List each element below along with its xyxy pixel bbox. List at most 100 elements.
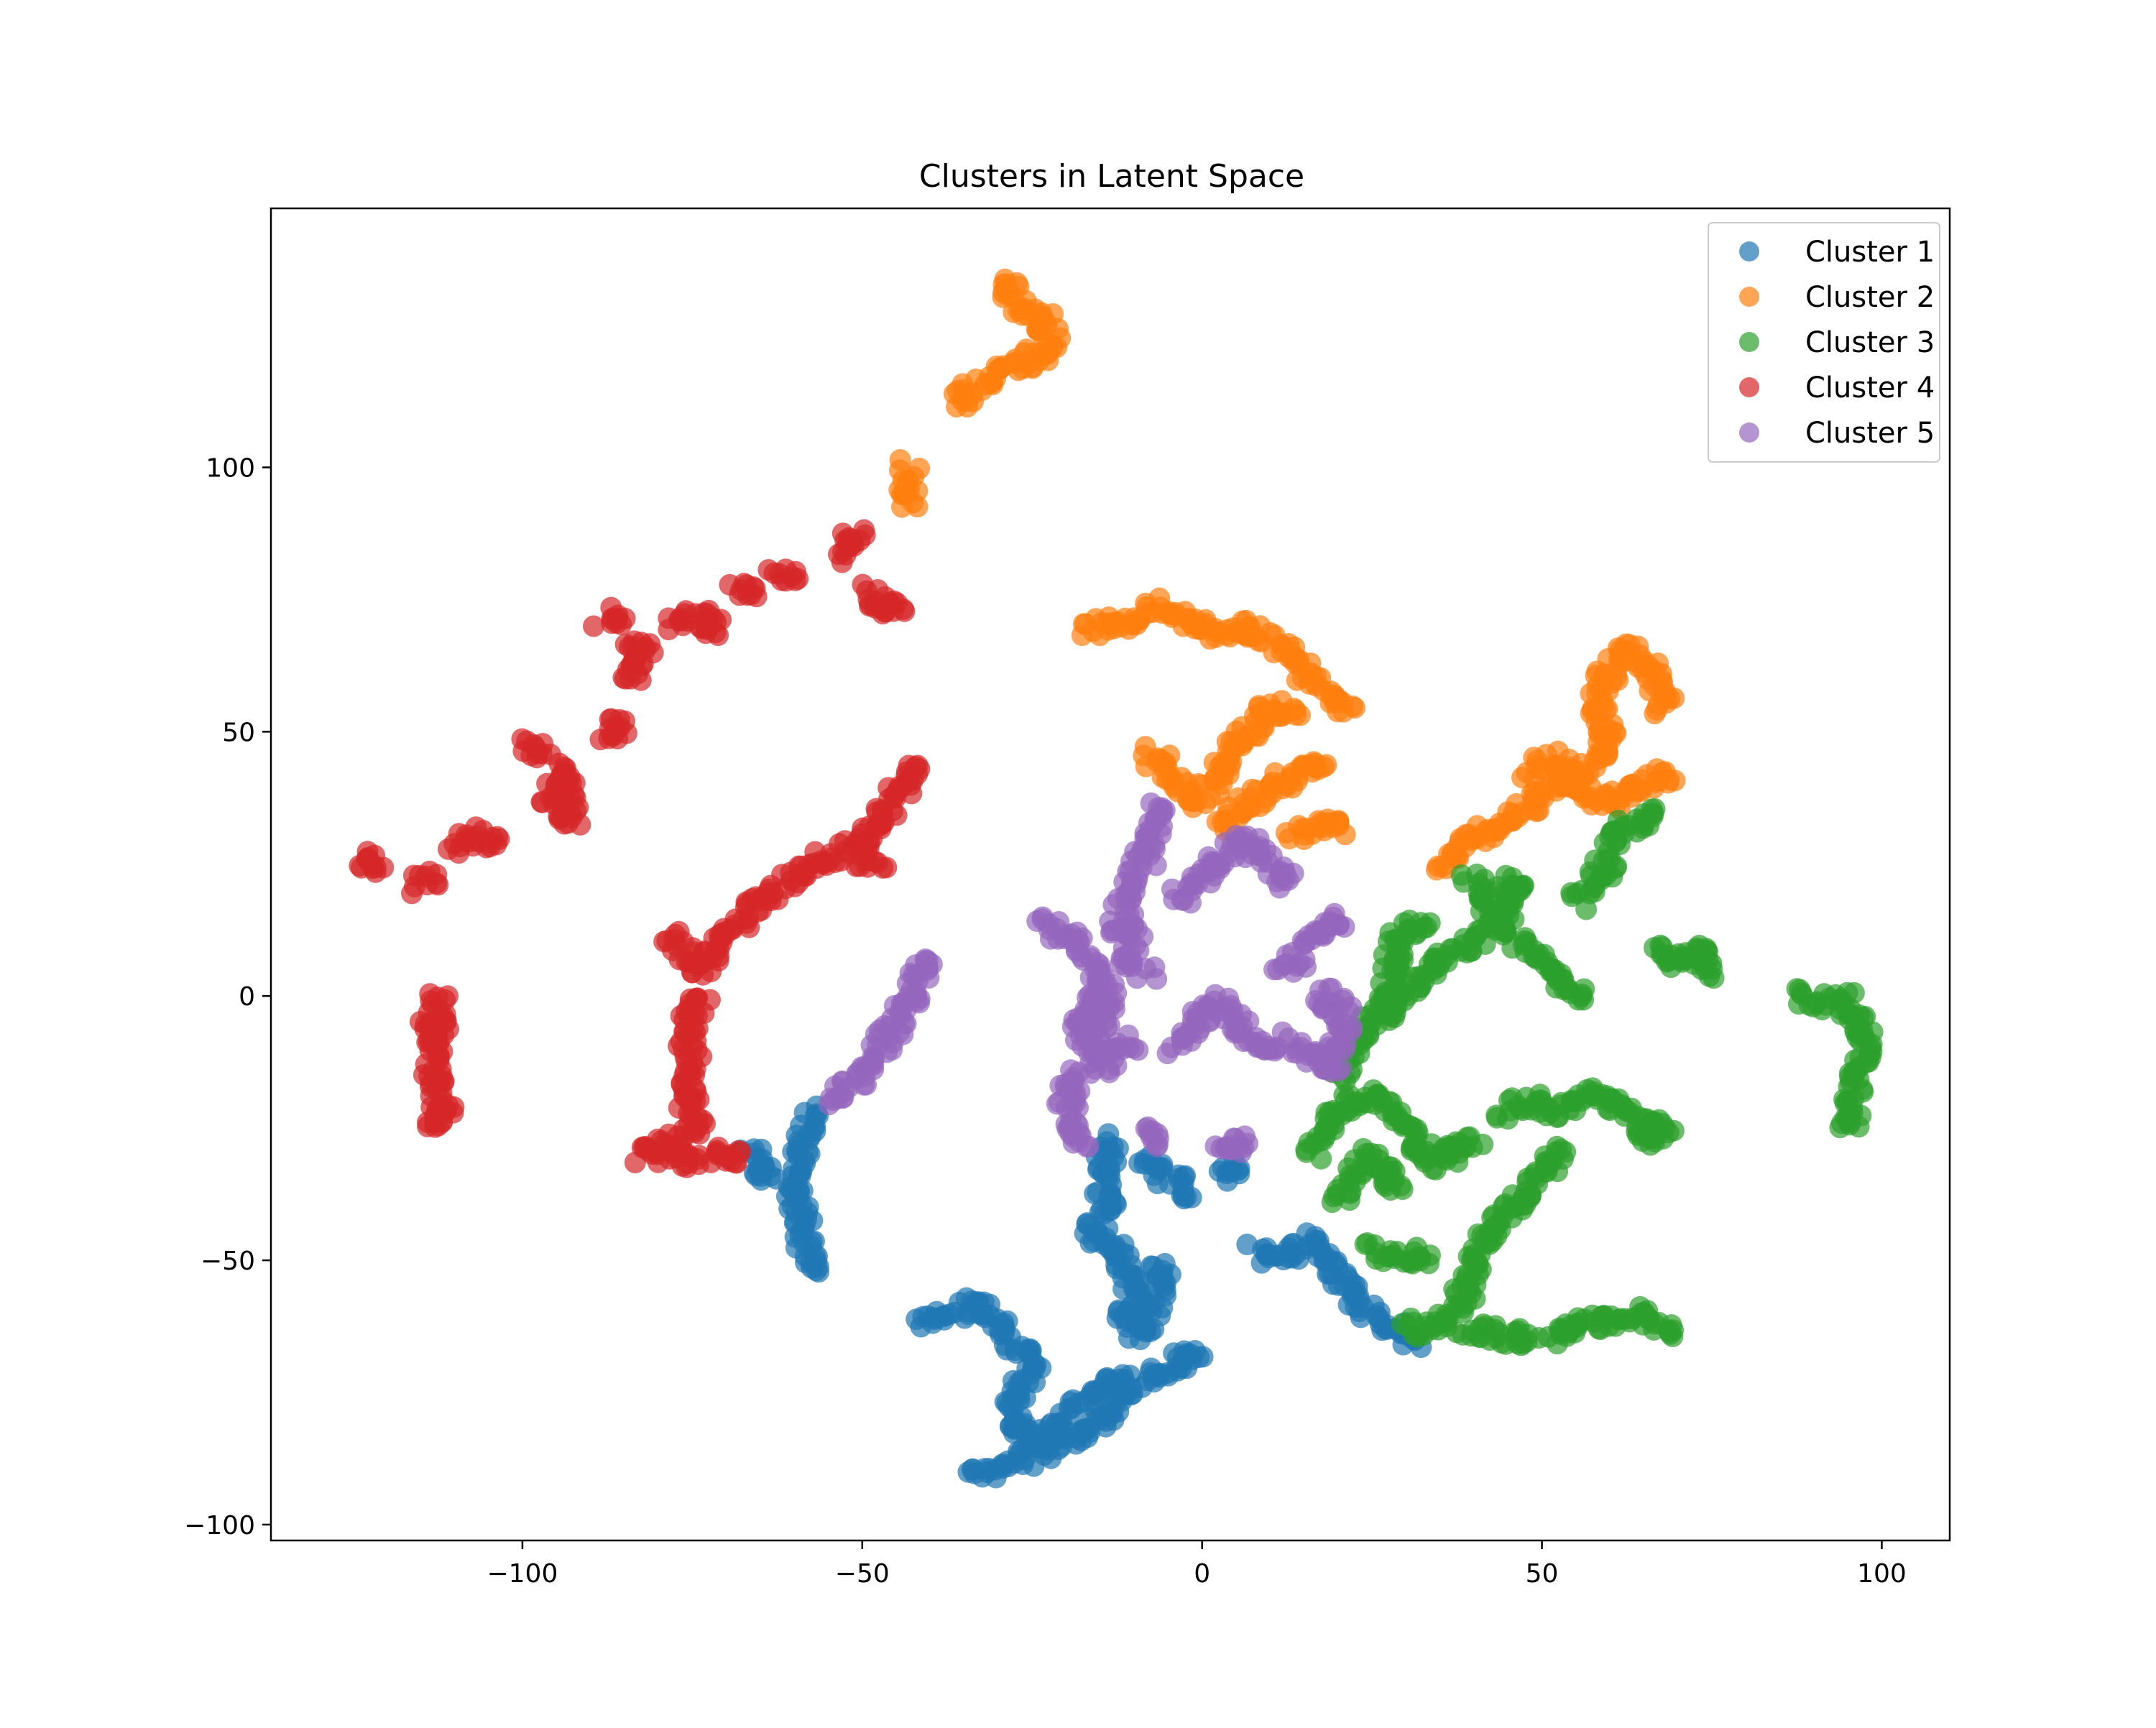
legend-marker (1739, 422, 1759, 443)
point (771, 864, 793, 886)
point (1327, 701, 1349, 723)
point (891, 496, 913, 518)
point (1268, 877, 1291, 899)
y-tick-label: −100 (184, 1511, 255, 1540)
legend-label: Cluster 1 (1805, 236, 1935, 269)
point (1151, 800, 1174, 822)
x-tick-label: 100 (1857, 1559, 1907, 1589)
point (842, 532, 864, 555)
point (1294, 823, 1316, 846)
point (1505, 793, 1527, 815)
series-1 (729, 1095, 1432, 1489)
point (857, 856, 879, 878)
point (417, 1115, 439, 1137)
point (1698, 965, 1720, 987)
point (1289, 704, 1311, 726)
point (1062, 1125, 1084, 1147)
x-tick-label: −100 (487, 1559, 558, 1589)
point (1409, 1249, 1431, 1272)
point (1334, 823, 1356, 846)
y-tick-label: 50 (222, 718, 255, 747)
point (1323, 902, 1345, 925)
point (1077, 1135, 1100, 1158)
plot-frame (270, 207, 1951, 1542)
point (1233, 1136, 1255, 1158)
y-tick-label: −50 (201, 1247, 255, 1276)
point (834, 840, 856, 862)
point (1528, 1327, 1550, 1349)
point (957, 390, 979, 412)
legend-marker (1739, 377, 1759, 397)
x-axis: −100 −50 0 50 100 (487, 1540, 1907, 1589)
point (620, 654, 642, 676)
point (745, 586, 768, 608)
point (1313, 756, 1335, 778)
legend: Cluster 1 Cluster 2 Cluster 3 Cluster 4 Clus… (1708, 222, 1940, 463)
point (1830, 1112, 1853, 1135)
legend-label: Cluster 2 (1805, 281, 1935, 314)
legend-label: Cluster 4 (1805, 371, 1935, 405)
point (1228, 1163, 1250, 1185)
point (1111, 1038, 1133, 1061)
point (1282, 862, 1304, 884)
point (1176, 1343, 1198, 1365)
points-layer (349, 268, 1884, 1489)
point (1660, 1314, 1682, 1336)
point (801, 1257, 823, 1279)
point (750, 1169, 773, 1191)
point (569, 813, 591, 836)
point (1374, 1175, 1396, 1197)
point (1132, 925, 1154, 948)
point (1172, 1178, 1194, 1201)
legend-marker (1739, 332, 1759, 352)
point (898, 754, 920, 777)
point (1289, 952, 1311, 974)
point (921, 953, 943, 976)
series-5 (818, 792, 1363, 1163)
point (639, 633, 661, 655)
point (1513, 874, 1534, 897)
point (1390, 1175, 1412, 1197)
point (1071, 624, 1093, 647)
point (673, 603, 696, 625)
point (883, 600, 905, 622)
point (1192, 1346, 1214, 1368)
point (1153, 1252, 1176, 1275)
point (782, 1158, 804, 1180)
y-tick-label: 0 (239, 982, 255, 1012)
chart-title: Clusters in Latent Space (919, 158, 1304, 195)
point (1646, 699, 1667, 721)
point (601, 612, 623, 634)
point (1455, 1136, 1477, 1158)
point (427, 874, 449, 896)
point (1552, 1148, 1574, 1170)
legend-label: Cluster 3 (1805, 326, 1935, 359)
x-tick-label: 50 (1526, 1559, 1559, 1589)
point (1647, 770, 1669, 792)
point (1319, 811, 1341, 833)
point (1163, 776, 1185, 798)
point (1318, 977, 1340, 999)
point (364, 861, 387, 883)
point (1119, 941, 1141, 964)
point (1573, 978, 1595, 1000)
series-4 (349, 519, 931, 1178)
point (717, 1145, 740, 1168)
point (1084, 1008, 1107, 1030)
y-tick-label: 100 (206, 454, 255, 484)
point (487, 826, 508, 848)
legend-box (1708, 222, 1940, 463)
point (525, 736, 546, 759)
point (1654, 1117, 1676, 1139)
point (1641, 805, 1664, 828)
point (364, 844, 386, 867)
x-tick-label: 0 (1194, 1559, 1210, 1589)
legend-label: Cluster 5 (1805, 417, 1935, 450)
point (1127, 1039, 1149, 1061)
legend-marker (1739, 241, 1759, 262)
legend-marker (1739, 287, 1759, 307)
point (1452, 871, 1475, 893)
point (691, 617, 713, 639)
